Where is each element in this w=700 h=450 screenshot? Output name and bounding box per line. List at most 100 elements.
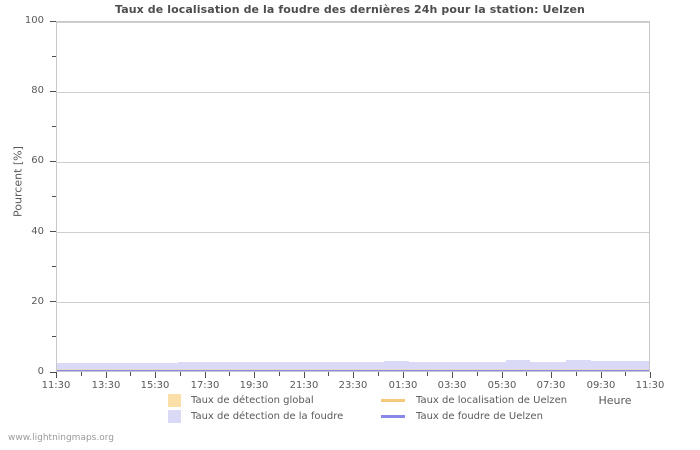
line-point — [626, 370, 640, 371]
line-point — [517, 370, 531, 371]
area-point — [214, 368, 228, 371]
legend-item-label: Taux de détection de la foudre — [191, 410, 344, 422]
area-point — [444, 368, 458, 371]
line-point — [69, 370, 82, 371]
line-point — [178, 370, 191, 371]
area-point — [202, 362, 216, 371]
y-tick-label-60: 60 — [31, 155, 44, 167]
x-tick-label-1: 13:30 — [91, 380, 121, 391]
y-tick-label-100: 100 — [24, 15, 44, 26]
line-point — [250, 370, 264, 371]
line-point — [566, 370, 579, 371]
x-tick-minor-6 — [378, 372, 379, 376]
x-tick-major-8 — [452, 372, 453, 378]
area-point — [396, 360, 410, 371]
x-tick-minor-10 — [576, 372, 577, 376]
x-tick-major-11 — [601, 372, 602, 378]
line-point — [202, 370, 216, 371]
y-tick-minor-50 — [52, 196, 56, 197]
line-point — [190, 370, 204, 371]
area-point — [602, 368, 616, 371]
area-point — [602, 361, 616, 371]
area-point — [105, 368, 119, 371]
area-point — [129, 362, 143, 371]
legend-line-icon — [380, 414, 406, 418]
area-point — [323, 368, 337, 371]
line-point — [444, 370, 458, 371]
area-point — [626, 361, 640, 371]
x-tick-minor-5 — [328, 372, 329, 376]
y-tick-major-100 — [50, 20, 56, 22]
area-point — [69, 362, 82, 371]
area-point — [505, 368, 519, 371]
area-point — [57, 368, 70, 371]
line-point — [481, 370, 494, 371]
area-point — [396, 368, 410, 371]
x-tick-label-8: 03:30 — [437, 380, 467, 391]
area-point — [238, 368, 252, 371]
legend-line-stroke — [381, 398, 405, 402]
area-point — [69, 368, 82, 371]
area-point — [166, 362, 179, 371]
area-point — [238, 361, 252, 371]
legend-item[interactable]: Taux de foudre de Uelzen — [380, 409, 543, 423]
area-point — [554, 368, 567, 371]
area-point — [457, 361, 470, 371]
area-point — [444, 361, 458, 371]
area-point — [360, 368, 373, 371]
legend-swatch-icon — [168, 409, 181, 423]
y-tick-label-0: 0 — [37, 366, 44, 377]
area-point — [299, 361, 313, 371]
x-tick-major-4 — [254, 372, 255, 378]
line-point — [275, 370, 288, 371]
line-point — [299, 370, 313, 371]
y-tick-major-60 — [50, 160, 56, 162]
area-point — [141, 362, 155, 371]
area-point — [420, 368, 434, 371]
line-point — [590, 370, 604, 371]
area-point — [153, 368, 167, 371]
area-point — [141, 368, 155, 371]
area-point — [335, 368, 349, 371]
area-point — [481, 368, 494, 371]
x-tick-major-3 — [205, 372, 206, 378]
x-tick-minor-11 — [625, 372, 626, 376]
area-point — [469, 368, 482, 371]
line-point — [287, 370, 301, 371]
line-point — [347, 370, 361, 371]
line-point — [166, 370, 179, 371]
x-tick-major-6 — [353, 372, 354, 378]
area-point — [178, 362, 191, 371]
page-title: Taux de localisation de la foudre des de… — [115, 3, 585, 16]
gridline-y-100 — [57, 22, 649, 23]
area-point — [590, 361, 604, 371]
area-point — [384, 368, 398, 371]
y-tick-label-80: 80 — [31, 85, 44, 97]
legend-item[interactable]: Taux de détection de la foudre — [168, 409, 343, 423]
area-point — [287, 368, 301, 371]
x-tick-label-10: 07:30 — [536, 380, 566, 391]
line-point — [602, 370, 616, 371]
gridline-y-20 — [57, 302, 649, 304]
area-point — [517, 360, 531, 371]
y-tick-minor-70 — [52, 125, 56, 127]
area-point — [226, 362, 240, 371]
x-tick-minor-9 — [526, 372, 527, 376]
area-point — [93, 362, 107, 371]
legend-item-label: Taux de détection global — [191, 394, 314, 406]
area-point — [226, 368, 240, 371]
area-point — [432, 361, 446, 371]
area-point — [57, 362, 70, 371]
x-tick-label-11: 09:30 — [586, 380, 616, 391]
y-tick-label-20: 20 — [31, 295, 44, 307]
legend-item[interactable]: Taux de détection global — [168, 393, 314, 407]
x-tick-label-12: 11:30 — [635, 380, 665, 391]
legend-item[interactable]: Taux de localisation de Uelzen — [380, 393, 567, 407]
line-point — [614, 370, 628, 371]
area-point — [420, 361, 434, 371]
area-point — [578, 368, 591, 371]
x-axis-title: Heure — [598, 394, 632, 407]
area-point — [287, 361, 301, 371]
series-layer — [57, 22, 649, 371]
y-tick-minor-90 — [52, 55, 56, 57]
